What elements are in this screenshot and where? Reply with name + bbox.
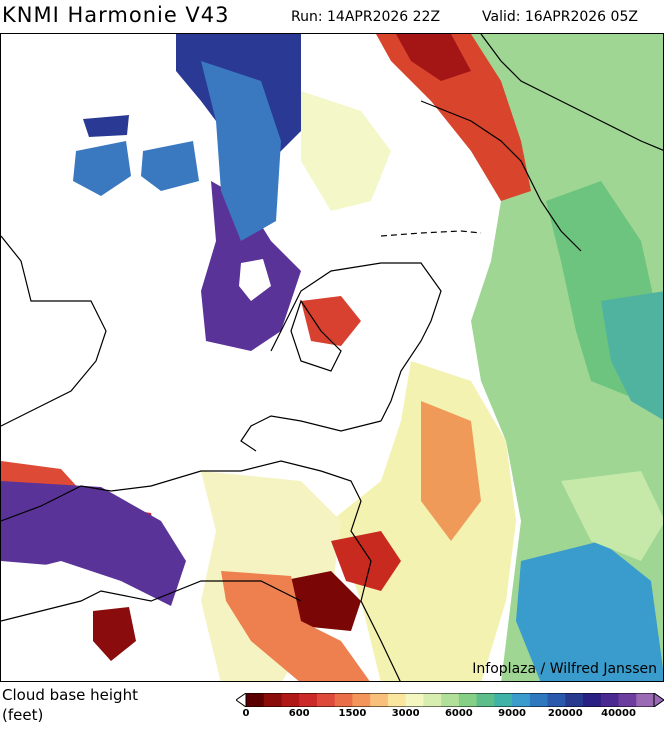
legend-swatch xyxy=(565,693,584,707)
legend-arrow-right xyxy=(653,693,664,707)
coastlines xyxy=(1,34,663,681)
legend-tick-label: 9000 xyxy=(498,708,526,719)
valid-time: Valid: 16APR2026 05Z xyxy=(482,9,638,25)
field-white-hole-1 xyxy=(239,259,271,301)
legend-arrow-left xyxy=(236,693,247,707)
legend-swatch xyxy=(512,693,531,707)
legend-swatch xyxy=(405,693,424,707)
field-darkred-south xyxy=(281,571,361,631)
legend-swatch xyxy=(494,693,513,707)
field-navy-blob xyxy=(83,115,129,137)
field-teal-east xyxy=(601,291,663,420)
field-red-center xyxy=(301,296,361,346)
legend-swatch xyxy=(316,693,336,707)
field-orange-south xyxy=(221,571,370,681)
legend-title: Cloud base height (feet) xyxy=(2,685,138,725)
legend-tick-label: 6000 xyxy=(444,708,473,719)
field-white-hole-2 xyxy=(1,561,71,631)
cloud-base-field xyxy=(1,34,663,681)
legend-swatch xyxy=(476,693,495,707)
legend-swatch xyxy=(370,693,389,707)
field-orange-east xyxy=(421,401,481,541)
legend-swatch xyxy=(352,693,371,707)
field-blue-blob-1 xyxy=(73,141,131,196)
legend-tick-label: 600 xyxy=(288,708,310,719)
field-red-north xyxy=(376,34,531,201)
map-credit: Infoplaza / Wilfred Janssen xyxy=(472,661,657,677)
legend-swatch xyxy=(299,693,318,707)
legend-tick-label: 20000 xyxy=(547,708,583,719)
color-scale-bar xyxy=(236,693,664,707)
legend-title-line1: Cloud base height xyxy=(2,686,138,704)
legend-swatch xyxy=(583,693,602,707)
legend-tick-label: 1500 xyxy=(338,708,367,719)
field-purple-sw xyxy=(1,481,186,606)
legend-swatch xyxy=(636,693,655,707)
legend-swatch xyxy=(281,693,300,707)
legend-swatch xyxy=(387,693,407,707)
field-blue-north xyxy=(201,61,281,241)
legend-swatch xyxy=(618,693,637,707)
legend-tick-label: 3000 xyxy=(391,708,420,719)
field-darkred-sw xyxy=(93,607,136,661)
legend-border xyxy=(245,693,655,707)
legend-swatch xyxy=(458,693,478,707)
field-darkred-north xyxy=(396,34,471,81)
legend-swatch xyxy=(529,693,549,707)
legend-tick-label: 0 xyxy=(242,708,250,719)
legend-swatch xyxy=(246,693,265,707)
field-pale-north xyxy=(301,91,391,211)
field-red-south xyxy=(331,531,401,591)
map-title: KNMI Harmonie V43 xyxy=(2,3,230,27)
legend-swatch xyxy=(334,693,353,707)
field-lightgreen-se xyxy=(561,471,663,561)
legend-swatch xyxy=(441,693,460,707)
run-time: Run: 14APR2026 22Z xyxy=(291,9,441,25)
legend-swatch xyxy=(263,693,282,707)
legend-swatch xyxy=(547,693,566,707)
field-blue-blob-2 xyxy=(141,141,199,191)
legend-title-line2: (feet) xyxy=(2,706,44,724)
weather-map: Infoplaza / Wilfred Janssen xyxy=(0,33,664,682)
legend-tick-label: 40000 xyxy=(601,708,636,719)
legend-swatch xyxy=(423,693,442,707)
legend-swatch xyxy=(600,693,620,707)
field-blue-se xyxy=(516,541,663,681)
